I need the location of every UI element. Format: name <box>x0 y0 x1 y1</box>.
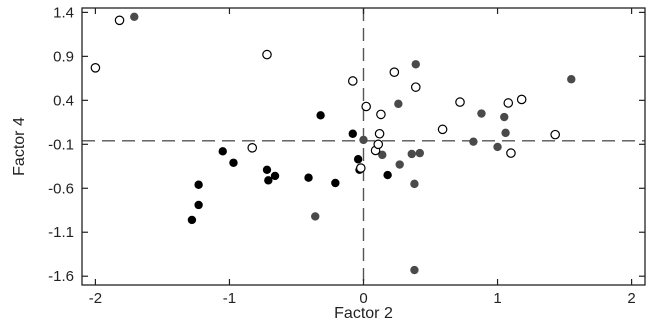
y-tick-label: 1.4 <box>53 4 74 21</box>
data-point-filled-black-11 <box>348 129 357 138</box>
data-point-filled-black-3 <box>218 147 227 156</box>
data-point-open-5 <box>356 163 366 173</box>
data-point-open-0 <box>90 62 101 73</box>
data-point-filled-black-0 <box>187 215 197 225</box>
data-point-open-14 <box>455 97 465 107</box>
data-point-open-9 <box>374 128 385 139</box>
data-point-filled-gray-10 <box>415 148 424 158</box>
data-point-open-13 <box>437 124 448 135</box>
data-point-filled-gray-13 <box>493 142 502 152</box>
data-point-filled-gray-4 <box>394 99 403 109</box>
data-point-open-10 <box>376 109 386 120</box>
data-point-open-6 <box>361 101 371 112</box>
data-point-filled-gray-8 <box>410 265 419 275</box>
data-point-filled-gray-14 <box>500 112 509 122</box>
data-point-filled-gray-11 <box>469 137 478 146</box>
data-point-filled-black-8 <box>304 173 313 182</box>
data-point-open-17 <box>516 94 527 105</box>
data-point-filled-gray-15 <box>501 128 510 138</box>
data-point-filled-black-6 <box>264 176 273 185</box>
x-tick-label: 2 <box>627 290 635 307</box>
data-point-filled-gray-5 <box>395 160 404 169</box>
data-point-open-16 <box>506 148 516 158</box>
axes: -2 -1 0 1 2 1.4 0.9 0.4 -0.1 -0.6 -1.1 -1.6 <box>48 4 645 307</box>
data-point-filled-black-10 <box>331 178 340 188</box>
plot-content <box>82 8 645 285</box>
data-point-filled-gray-7 <box>410 179 419 189</box>
data-point-open-11 <box>389 67 400 77</box>
data-point-filled-black-1 <box>194 200 203 210</box>
data-point-filled-black-4 <box>229 158 238 167</box>
data-point-open-4 <box>347 76 358 86</box>
x-tick-label: -2 <box>89 290 102 307</box>
data-point-open-1 <box>114 15 125 26</box>
x-tick-label: 1 <box>493 290 501 307</box>
data-point-open-2 <box>247 143 258 153</box>
y-tick-label: -0.6 <box>48 180 74 197</box>
data-point-filled-gray-2 <box>359 135 368 145</box>
data-point-filled-black-5 <box>262 165 272 175</box>
y-tick-label: -1.6 <box>48 268 74 285</box>
y-tick-label: -1.1 <box>48 224 74 241</box>
y-axis-label: Factor 4 <box>11 117 28 176</box>
data-point-filled-gray-12 <box>477 109 486 118</box>
x-axis-label: Factor 2 <box>334 305 393 322</box>
data-point-open-18 <box>550 129 560 140</box>
data-point-filled-gray-3 <box>378 150 387 160</box>
x-tick-label: 0 <box>359 290 367 307</box>
data-point-filled-gray-0 <box>130 12 139 21</box>
data-point-filled-gray-16 <box>567 75 576 84</box>
data-point-filled-black-9 <box>316 111 325 120</box>
data-point-open-8 <box>373 139 384 150</box>
data-point-filled-gray-9 <box>411 60 420 69</box>
data-point-open-15 <box>503 98 514 108</box>
data-point-filled-black-14 <box>383 170 392 180</box>
data-point-open-3 <box>262 49 272 60</box>
data-point-filled-gray-6 <box>407 149 416 159</box>
data-point-open-12 <box>410 82 421 92</box>
x-tick-label: -1 <box>223 290 236 307</box>
y-tick-label: 0.4 <box>53 92 74 109</box>
y-tick-label: 0.9 <box>53 48 74 65</box>
data-point-filled-black-7 <box>270 171 280 181</box>
data-point-filled-gray-1 <box>311 212 320 221</box>
y-tick-label: -0.1 <box>48 136 74 153</box>
data-point-filled-black-2 <box>194 180 203 189</box>
data-point-filled-black-12 <box>353 155 363 164</box>
